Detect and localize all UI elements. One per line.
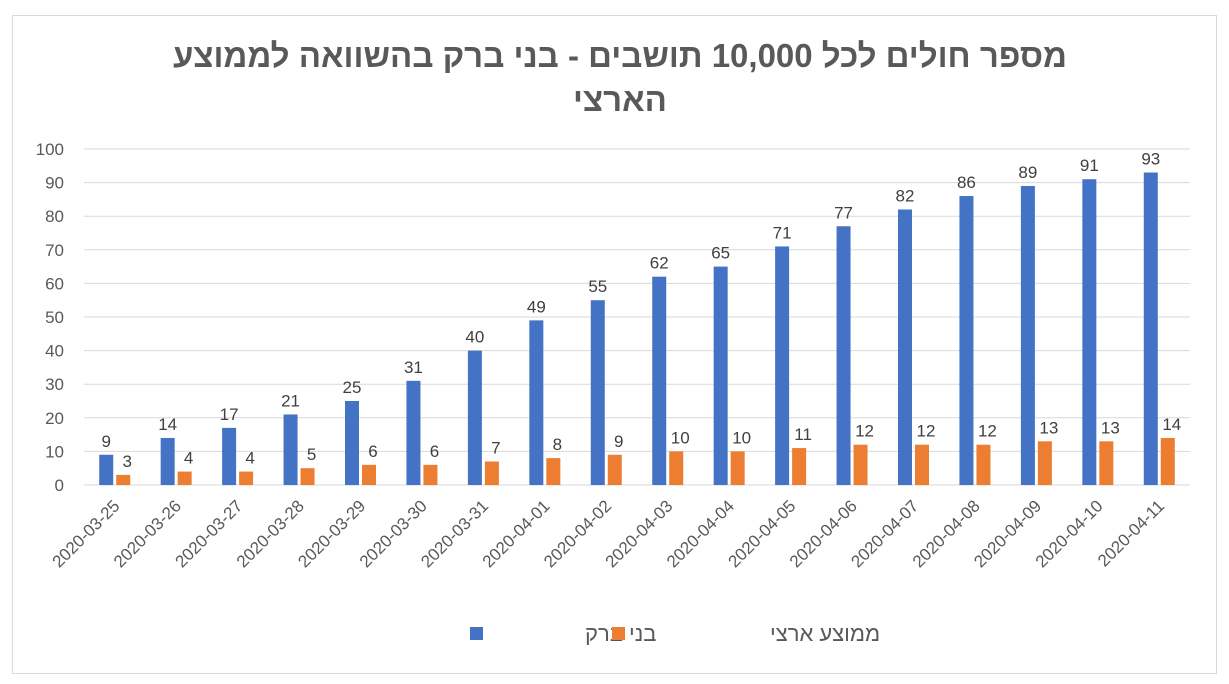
bar-national-average bbox=[669, 451, 684, 485]
bar-national-average bbox=[484, 461, 499, 485]
data-label: 10 bbox=[671, 428, 690, 447]
data-label: 12 bbox=[978, 422, 997, 441]
legend-swatch bbox=[470, 627, 483, 640]
y-tick-label: 10 bbox=[45, 442, 64, 461]
bar-bnei-brak bbox=[775, 246, 790, 485]
data-label: 5 bbox=[307, 445, 316, 464]
data-label: 12 bbox=[917, 422, 936, 441]
bar-national-average bbox=[1037, 441, 1052, 485]
bar-bnei-brak bbox=[467, 350, 482, 485]
data-label: 13 bbox=[1039, 418, 1058, 437]
bar-bnei-brak bbox=[406, 380, 421, 485]
bar-bnei-brak bbox=[590, 300, 605, 485]
bar-national-average bbox=[239, 471, 254, 485]
y-tick-label: 40 bbox=[45, 342, 64, 361]
data-label: 82 bbox=[896, 186, 915, 205]
data-label: 55 bbox=[588, 277, 607, 296]
y-tick-label: 30 bbox=[45, 375, 64, 394]
bar-national-average bbox=[116, 474, 131, 485]
y-tick-label: 90 bbox=[45, 174, 64, 193]
data-label: 14 bbox=[158, 415, 177, 434]
bar-national-average bbox=[362, 464, 376, 485]
bar-national-average bbox=[915, 444, 929, 485]
data-label: 6 bbox=[368, 442, 377, 461]
chart-title: מספר חולים לכל 10,000 תושבים - בני ברק ב… bbox=[172, 37, 1068, 118]
bar-bnei-brak bbox=[713, 266, 728, 485]
bar-bnei-brak bbox=[1082, 179, 1097, 486]
data-label: 89 bbox=[1018, 163, 1037, 182]
y-tick-label: 0 bbox=[55, 476, 64, 495]
bar-national-average bbox=[730, 451, 745, 485]
bar-bnei-brak bbox=[345, 401, 359, 485]
bar-national-average bbox=[1099, 441, 1114, 485]
bar-bnei-brak bbox=[1143, 172, 1158, 485]
bar-bnei-brak bbox=[99, 454, 114, 485]
bar-national-average bbox=[853, 444, 868, 485]
y-tick-label: 60 bbox=[45, 274, 64, 293]
data-label: 49 bbox=[527, 297, 546, 316]
bar-bnei-brak bbox=[836, 226, 851, 485]
bar-national-average bbox=[177, 471, 192, 485]
y-tick-label: 70 bbox=[45, 241, 64, 260]
data-label: 9 bbox=[101, 432, 110, 451]
bar-bnei-brak bbox=[160, 437, 175, 485]
data-label: 6 bbox=[430, 442, 439, 461]
data-label: 14 bbox=[1162, 415, 1181, 434]
data-label: 12 bbox=[855, 422, 874, 441]
data-label: 21 bbox=[281, 391, 300, 410]
legend-swatch bbox=[612, 627, 625, 640]
data-label: 4 bbox=[184, 449, 193, 468]
data-label: 11 bbox=[794, 425, 812, 444]
data-label: 10 bbox=[732, 428, 751, 447]
legend-label: ממוצע ארצי bbox=[770, 621, 880, 646]
data-label: 65 bbox=[711, 244, 730, 263]
bar-bnei-brak bbox=[283, 414, 298, 485]
bar-bnei-brak bbox=[959, 196, 974, 486]
bar-national-average bbox=[792, 448, 807, 485]
data-label: 91 bbox=[1080, 156, 1099, 175]
bar-national-average bbox=[976, 444, 991, 485]
chart-frame bbox=[12, 15, 1217, 674]
data-label: 8 bbox=[553, 435, 562, 454]
bar-national-average bbox=[546, 458, 561, 485]
data-label: 71 bbox=[773, 223, 792, 242]
data-label: 86 bbox=[957, 173, 976, 192]
bar-bnei-brak bbox=[529, 320, 544, 485]
data-label: 31 bbox=[404, 358, 423, 377]
bar-bnei-brak bbox=[652, 276, 667, 485]
data-label: 25 bbox=[343, 378, 362, 397]
bar-bnei-brak bbox=[898, 209, 912, 486]
bar-national-average bbox=[300, 468, 315, 485]
data-label: 4 bbox=[245, 449, 254, 468]
bar-national-average bbox=[607, 454, 622, 485]
y-tick-label: 100 bbox=[36, 140, 64, 159]
data-label: 93 bbox=[1141, 150, 1160, 169]
data-label: 62 bbox=[650, 254, 669, 273]
data-label: 40 bbox=[465, 328, 484, 347]
data-label: 9 bbox=[614, 432, 623, 451]
y-tick-label: 20 bbox=[45, 409, 64, 428]
data-label: 77 bbox=[834, 203, 853, 222]
bar-national-average bbox=[423, 464, 438, 485]
bar-bnei-brak bbox=[1020, 185, 1035, 485]
x-tick-label: 2020-04-11 bbox=[1094, 496, 1168, 570]
bar-national-average bbox=[1160, 437, 1175, 485]
data-label: 3 bbox=[122, 452, 131, 471]
data-label: 17 bbox=[220, 405, 239, 424]
bar-bnei-brak bbox=[222, 427, 237, 485]
data-label: 13 bbox=[1101, 418, 1120, 437]
y-tick-label: 50 bbox=[45, 308, 64, 327]
y-tick-label: 80 bbox=[45, 207, 64, 226]
data-label: 7 bbox=[491, 438, 500, 457]
